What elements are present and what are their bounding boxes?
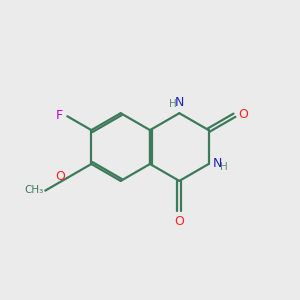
Text: N: N (175, 96, 184, 110)
Text: H: H (169, 99, 177, 109)
Text: F: F (56, 109, 63, 122)
Text: O: O (174, 215, 184, 228)
Text: O: O (55, 170, 65, 183)
Text: N: N (213, 158, 222, 170)
Text: H: H (220, 162, 228, 172)
Text: CH₃: CH₃ (25, 185, 44, 195)
Text: O: O (238, 108, 248, 121)
